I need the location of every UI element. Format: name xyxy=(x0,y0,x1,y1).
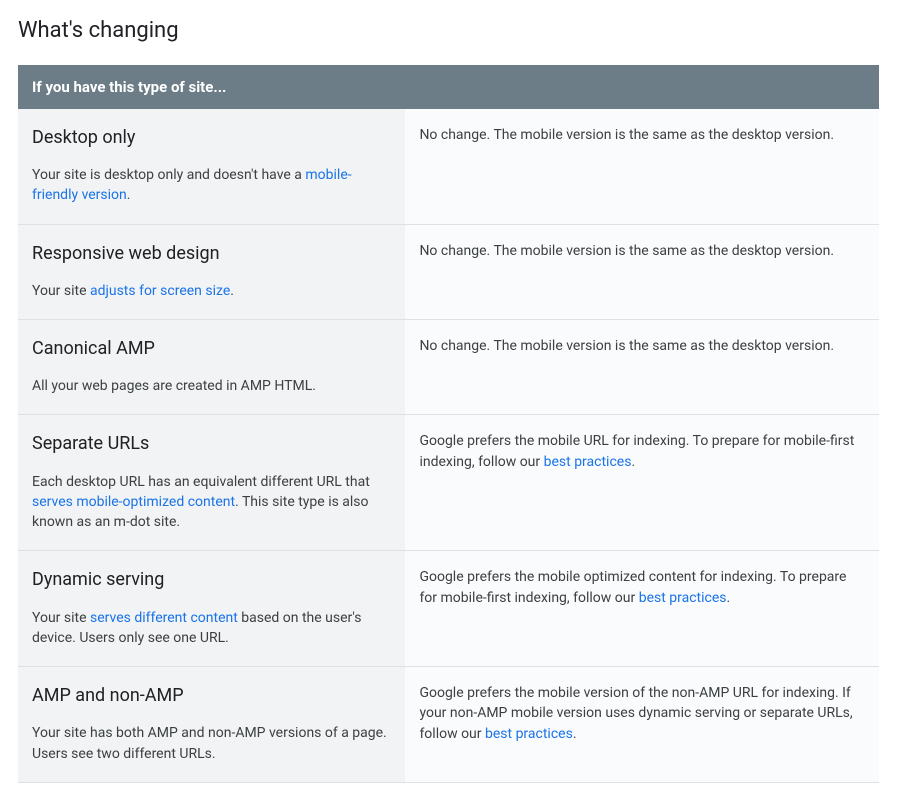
description-link[interactable]: serves different content xyxy=(90,610,238,626)
result-text: . xyxy=(573,726,577,742)
description-text: Each desktop URL has an equivalent diffe… xyxy=(32,474,370,490)
result-link[interactable]: best practices xyxy=(544,454,632,470)
result-text: . xyxy=(727,590,731,606)
description-text: All your web pages are created in AMP HT… xyxy=(32,378,316,394)
table-row: Desktop only Your site is desktop only an… xyxy=(18,109,879,224)
description-text: . xyxy=(127,187,131,203)
description-link[interactable]: serves mobile-optimized content xyxy=(32,494,235,510)
result-text: Google prefers the mobile optimized cont… xyxy=(419,569,846,605)
result-link[interactable]: best practices xyxy=(485,726,573,742)
table-header: If you have this type of site... xyxy=(18,65,879,109)
description-text: . xyxy=(230,283,234,299)
site-type-cell: Separate URLs Each desktop URL has an equ… xyxy=(18,415,405,551)
result-cell: Google prefers the mobile optimized cont… xyxy=(405,551,879,667)
table-row: AMP and non-AMP Your site has both AMP an… xyxy=(18,667,879,783)
site-type-description: All your web pages are created in AMP HT… xyxy=(32,378,316,394)
site-type-cell: Desktop only Your site is desktop only an… xyxy=(18,109,405,224)
result-cell: No change. The mobile version is the sam… xyxy=(405,224,879,319)
description-text: Your site has both AMP and non-AMP versi… xyxy=(32,725,387,761)
result-text: . xyxy=(631,454,635,470)
table-row: Dynamic serving Your site serves differen… xyxy=(18,551,879,667)
site-type-title: Responsive web design xyxy=(32,241,391,267)
result-text: No change. The mobile version is the sam… xyxy=(419,243,834,259)
site-type-title: Canonical AMP xyxy=(32,336,391,362)
result-cell: Google prefers the mobile URL for indexi… xyxy=(405,415,879,551)
description-text: Your site is desktop only and doesn't ha… xyxy=(32,167,305,183)
result-cell: No change. The mobile version is the sam… xyxy=(405,320,879,415)
site-type-title: Dynamic serving xyxy=(32,567,391,593)
site-type-cell: Canonical AMP All your web pages are crea… xyxy=(18,320,405,415)
result-cell: Google prefers the mobile version of the… xyxy=(405,667,879,783)
site-type-cell: Responsive web design Your site adjusts f… xyxy=(18,224,405,319)
site-type-title: AMP and non-AMP xyxy=(32,683,391,709)
result-text: No change. The mobile version is the sam… xyxy=(419,127,834,143)
site-type-title: Desktop only xyxy=(32,125,391,151)
result-link[interactable]: best practices xyxy=(639,590,727,606)
result-cell: No change. The mobile version is the sam… xyxy=(405,109,879,224)
description-link[interactable]: adjusts for screen size xyxy=(90,283,230,299)
table-row: Responsive web design Your site adjusts f… xyxy=(18,224,879,319)
whats-changing-table: If you have this type of site... Desktop… xyxy=(18,65,879,783)
page-title: What's changing xyxy=(18,18,879,43)
result-text: No change. The mobile version is the sam… xyxy=(419,338,834,354)
description-text: Your site xyxy=(32,283,90,299)
site-type-description: Your site has both AMP and non-AMP versi… xyxy=(32,725,387,761)
site-type-title: Separate URLs xyxy=(32,431,391,457)
table-row: Canonical AMP All your web pages are crea… xyxy=(18,320,879,415)
description-text: Your site xyxy=(32,610,90,626)
site-type-description: Your site serves different content based… xyxy=(32,610,362,646)
site-type-description: Each desktop URL has an equivalent diffe… xyxy=(32,474,370,531)
site-type-description: Your site adjusts for screen size. xyxy=(32,283,234,299)
site-type-cell: Dynamic serving Your site serves differen… xyxy=(18,551,405,667)
site-type-cell: AMP and non-AMP Your site has both AMP an… xyxy=(18,667,405,783)
site-type-description: Your site is desktop only and doesn't ha… xyxy=(32,167,352,203)
table-row: Separate URLs Each desktop URL has an equ… xyxy=(18,415,879,551)
result-text: Google prefers the mobile URL for indexi… xyxy=(419,433,854,469)
